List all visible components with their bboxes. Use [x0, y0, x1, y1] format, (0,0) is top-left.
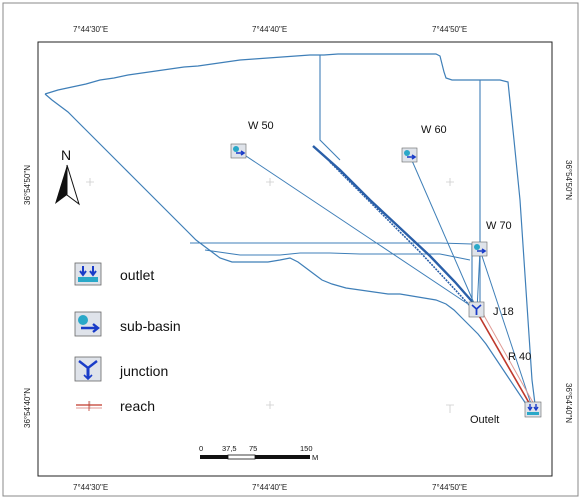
- legend-junction-label: junction: [119, 363, 168, 379]
- junction-icon-j18[interactable]: [468, 301, 485, 318]
- north-arrow: N: [55, 147, 80, 206]
- legend-subbasin-label: sub-basin: [120, 318, 181, 334]
- coord-bottom-1: 7°44'30"E: [73, 483, 108, 492]
- reach-r40: [477, 311, 536, 409]
- legend-subbasin-icon: [74, 311, 102, 337]
- coord-left-2: 36°54'40"N: [23, 388, 32, 428]
- coord-right-1: 36°54'50"N: [564, 160, 573, 200]
- label-w70: W 70: [486, 220, 512, 232]
- label-r40: R 40: [508, 351, 531, 363]
- legend-reach-symbol: [76, 401, 102, 411]
- legend-outlet-icon: [74, 262, 102, 286]
- label-w50: W 50: [248, 120, 274, 132]
- legend-junction-icon: [74, 356, 102, 382]
- scale-unit: M: [312, 453, 318, 462]
- coord-bottom-2: 7°44'40"E: [252, 483, 287, 492]
- legend-outlet-label: outlet: [120, 267, 154, 283]
- coord-top-2: 7°44'40"E: [252, 25, 287, 34]
- map-frame: [37, 41, 553, 477]
- coord-top-3: 7°44'50"E: [432, 25, 467, 34]
- coord-bottom-3: 7°44'50"E: [432, 483, 467, 492]
- stream-branch: [329, 161, 473, 309]
- scale-tick-2: 75: [249, 444, 257, 453]
- label-j18: J 18: [493, 306, 514, 318]
- scale-tick-0: 0: [199, 444, 203, 453]
- coord-left-1: 36°54'50"N: [23, 165, 32, 205]
- subbasin-icon-w50[interactable]: [230, 143, 247, 159]
- coord-right-2: 36°54'40"N: [564, 383, 573, 423]
- coord-top-1: 7°44'30"E: [73, 25, 108, 34]
- subbasin-icon-w60[interactable]: [401, 147, 418, 163]
- scale-tick-1: 37,5: [222, 444, 237, 453]
- watershed-boundary: [44, 53, 537, 413]
- label-outlet: Outelt: [470, 414, 499, 426]
- scale-bar: 0 37,5 75 150 M: [199, 444, 318, 462]
- main-stream: [312, 145, 477, 307]
- subbasin-divides: [190, 55, 481, 310]
- subbasin-icon-w70[interactable]: [471, 241, 488, 257]
- north-label: N: [61, 147, 71, 163]
- outlet-icon-map[interactable]: [524, 401, 542, 418]
- legend: outlet sub-basin junction reach: [74, 262, 181, 414]
- legend-reach-label: reach: [120, 398, 155, 414]
- scale-tick-3: 150: [300, 444, 313, 453]
- label-w60: W 60: [421, 124, 447, 136]
